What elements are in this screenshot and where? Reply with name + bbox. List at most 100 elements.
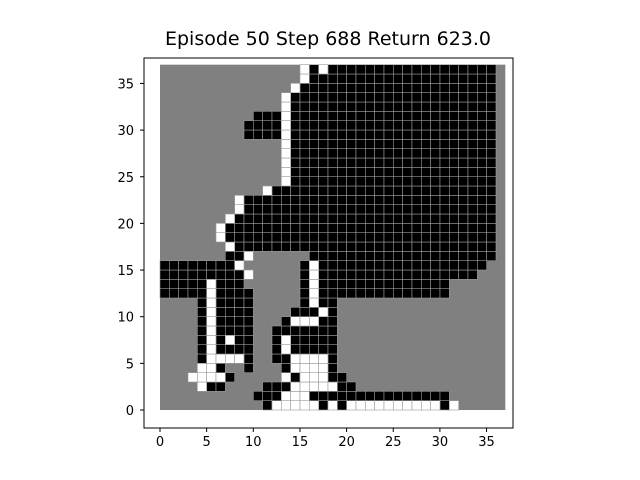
wall-cell [281, 232, 291, 243]
x-tick-label: 10 [245, 435, 262, 450]
wall-cell [374, 129, 385, 140]
wall-cell [299, 167, 310, 177]
wall-cell [346, 83, 357, 93]
wall-cell [337, 167, 347, 177]
wall-cell [346, 167, 357, 177]
wall-cell [374, 391, 385, 401]
wall-cell [271, 111, 282, 121]
wall-cell [290, 139, 301, 149]
x-tick-label: 20 [338, 435, 355, 450]
wall-cell [402, 64, 413, 75]
wall-cell [337, 139, 347, 149]
wall-cell [393, 213, 403, 224]
wall-cell [309, 251, 319, 261]
wall-cell [449, 139, 459, 149]
wall-cell [337, 176, 347, 187]
visited-cell [309, 316, 319, 327]
y-tick-label: 35 [117, 77, 134, 92]
wall-cell [383, 279, 394, 289]
wall-cell [439, 73, 450, 84]
wall-cell [355, 139, 366, 149]
return-value: 623.0 [436, 28, 492, 50]
wall-cell [318, 157, 329, 168]
wall-cell [262, 213, 273, 224]
wall-cell [467, 120, 478, 131]
wall-cell [458, 232, 469, 243]
wall-cell [421, 92, 431, 103]
visited-cell [281, 335, 291, 345]
wall-cell [271, 353, 282, 364]
wall-cell [262, 391, 273, 401]
wall-cell [383, 129, 394, 140]
visited-cell [309, 381, 319, 392]
wall-cell [225, 344, 235, 355]
wall-cell [346, 381, 357, 392]
wall-cell [393, 251, 403, 261]
wall-cell [402, 73, 413, 84]
wall-cell [234, 251, 245, 261]
wall-cell [439, 232, 450, 243]
wall-cell [411, 185, 422, 196]
wall-cell [486, 148, 497, 159]
wall-cell [337, 213, 347, 224]
wall-cell [327, 101, 338, 112]
wall-cell [458, 185, 469, 196]
wall-cell [309, 241, 319, 252]
wall-cell [365, 167, 375, 177]
wall-cell [439, 241, 450, 252]
wall-cell [253, 129, 263, 140]
wall-cell [309, 157, 319, 168]
y-tick-label: 0 [126, 404, 134, 419]
wall-cell [309, 129, 319, 140]
wall-cell [439, 129, 450, 140]
wall-cell [225, 269, 235, 280]
wall-cell [402, 251, 413, 261]
wall-cell [355, 101, 366, 112]
wall-cell [402, 167, 413, 177]
wall-cell [271, 204, 282, 215]
wall-cell [365, 269, 375, 280]
wall-cell [430, 279, 441, 289]
wall-cell [430, 111, 441, 121]
visited-cell [299, 381, 310, 392]
wall-cell [318, 344, 329, 355]
wall-cell [374, 92, 385, 103]
wall-cell [355, 279, 366, 289]
wall-cell [402, 195, 413, 205]
visited-cell [197, 363, 207, 373]
wall-cell [234, 241, 245, 252]
x-tick-label: 0 [156, 435, 164, 450]
wall-cell [187, 260, 198, 271]
wall-cell [327, 185, 338, 196]
visited-cell [327, 400, 338, 411]
wall-cell [411, 176, 422, 187]
visited-cell [365, 400, 375, 411]
wall-cell [327, 391, 338, 401]
wall-cell [197, 335, 207, 345]
wall-cell [411, 279, 422, 289]
wall-cell [355, 176, 366, 187]
wall-cell [365, 157, 375, 168]
wall-cell [309, 64, 319, 75]
wall-cell [421, 279, 431, 289]
wall-cell [421, 260, 431, 271]
wall-cell [449, 111, 459, 121]
wall-cell [467, 92, 478, 103]
wall-cell [355, 241, 366, 252]
wall-cell [449, 269, 459, 280]
wall-cell [439, 92, 450, 103]
wall-cell [411, 251, 422, 261]
wall-cell [467, 204, 478, 215]
wall-cell [430, 204, 441, 215]
wall-cell [467, 129, 478, 140]
wall-cell [449, 251, 459, 261]
wall-cell [309, 391, 319, 401]
wall-cell [458, 213, 469, 224]
visited-cell [299, 73, 310, 84]
wall-cell [262, 223, 273, 233]
wall-cell [374, 204, 385, 215]
wall-cell [318, 335, 329, 345]
wall-cell [411, 111, 422, 121]
wall-cell [365, 288, 375, 299]
wall-cell [271, 129, 282, 140]
